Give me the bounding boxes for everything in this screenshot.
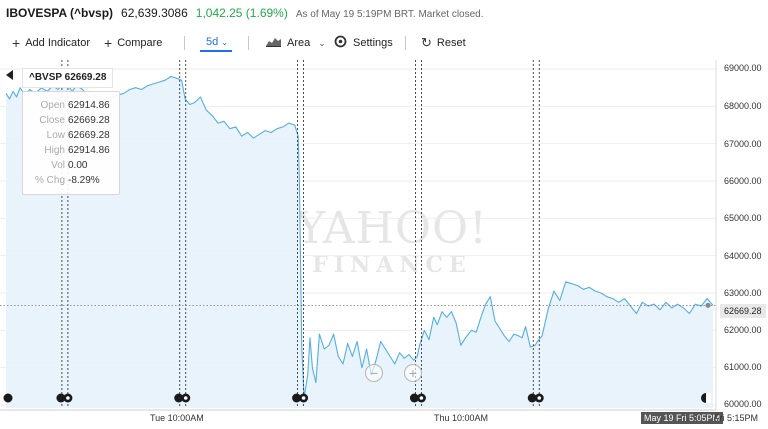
range-label: 5d — [206, 36, 219, 48]
tooltip-key: Vol — [51, 160, 65, 171]
tooltip-value: 62914.86 — [68, 100, 110, 111]
y-tick-label: 66000.00 — [724, 176, 762, 186]
tooltip-value: 62669.28 — [68, 115, 110, 126]
y-tick-label: 63000.00 — [724, 288, 762, 298]
event-marker-half — [706, 393, 711, 403]
x-tick-label: Thu 10:00AM — [434, 413, 489, 423]
current-price-label: 62669.28 — [720, 304, 766, 318]
compare-button[interactable]: + Compare — [104, 34, 162, 52]
zoom-in-button[interactable]: + — [404, 364, 422, 382]
plus-icon: + — [104, 35, 113, 51]
current-price-dot — [705, 302, 711, 308]
plus-icon: + — [12, 35, 21, 51]
toolbar-divider — [184, 36, 185, 50]
symbol-flag: ^BVSP 62669.28 — [22, 68, 114, 88]
compare-label: Compare — [117, 37, 163, 49]
gear-icon — [334, 35, 347, 51]
tooltip-row-low: Low 62669.28 — [23, 128, 119, 143]
tooltip-key: High — [44, 145, 65, 156]
reset-button[interactable]: ↻ Reset — [421, 34, 466, 52]
event-marker — [174, 393, 184, 403]
y-tick-label: 67000.00 — [724, 139, 762, 149]
y-tick-label: 69000.00 — [724, 63, 762, 73]
quote-header: IBOVESPA (^bvsp) 62,639.3086 1,042.25 (1… — [6, 6, 484, 22]
event-marker-center — [537, 396, 542, 400]
x-tick-label-active: May 19 Fri 5:05PM — [641, 412, 724, 424]
event-marker-center — [419, 396, 424, 400]
reset-icon: ↻ — [421, 35, 432, 50]
minus-icon: − — [369, 365, 379, 381]
area-chart-icon — [266, 36, 281, 50]
event-marker-center — [301, 396, 306, 400]
y-tick-label: 62000.00 — [724, 325, 762, 335]
add-indicator-label: Add Indicator — [25, 37, 91, 49]
settings-label: Settings — [353, 37, 393, 49]
y-tick-label: 65000.00 — [724, 213, 762, 223]
y-tick-label: 68000.00 — [724, 101, 762, 111]
tooltip-key: % Chg — [34, 175, 65, 186]
y-tick-label: 60000.00 — [724, 399, 762, 409]
tooltip-row-open: Open 62914.86 — [23, 98, 119, 113]
y-tick-label: 61000.00 — [724, 362, 762, 372]
y-tick-label: 64000.00 — [724, 251, 762, 261]
quote-as-of: As of May 19 5:19PM BRT. Market closed. — [295, 9, 484, 20]
tooltip-value: 62669.28 — [68, 130, 110, 141]
quote-price: 62,639.3086 — [121, 6, 188, 20]
event-marker — [3, 393, 13, 403]
add-indicator-button[interactable]: + Add Indicator — [12, 34, 90, 52]
quote-name: IBOVESPA (^bvsp) — [6, 6, 114, 20]
x-tick-label: Fri 5:15PM — [714, 413, 759, 423]
settings-button[interactable]: Settings — [334, 34, 393, 52]
tooltip-value: -8.29% — [68, 175, 100, 186]
tooltip-row-pct-change: % Chg -8.29% — [23, 173, 119, 188]
plus-icon: + — [408, 365, 418, 381]
tooltip-key: Close — [39, 115, 65, 126]
event-marker — [527, 393, 537, 403]
chart-type-selector[interactable]: Area ⌄ — [266, 34, 326, 52]
tooltip-row-high: High 62914.86 — [23, 143, 119, 158]
tooltip-row-close: Close 62669.28 — [23, 113, 119, 128]
tooltip-value: 62914.86 — [68, 145, 110, 156]
tooltip-value: 0.00 — [68, 160, 88, 171]
zoom-out-button[interactable]: − — [365, 364, 383, 382]
chart-type-label: Area — [287, 37, 311, 49]
series-line — [5, 75, 714, 399]
tooltip-key: Open — [40, 100, 65, 111]
event-marker — [56, 393, 66, 403]
event-marker-center — [183, 396, 188, 400]
series-area-fill — [6, 76, 713, 408]
event-marker — [409, 393, 419, 403]
x-tick-label: Tue 10:00AM — [150, 413, 204, 423]
reset-label: Reset — [436, 37, 466, 49]
chevron-down-icon: ⌄ — [221, 37, 228, 47]
chevron-down-icon: ⌄ — [318, 37, 326, 48]
range-selector[interactable]: 5d ⌄ — [200, 34, 232, 52]
tooltip-key: Low — [46, 130, 65, 141]
toolbar-divider — [405, 36, 406, 50]
event-marker — [292, 393, 302, 403]
ohlc-tooltip: Open 62914.86 Close 62669.28 Low 62669.2… — [22, 91, 120, 195]
tooltip-row-vol: Vol 0.00 — [23, 158, 119, 173]
event-marker-center — [66, 396, 70, 400]
chart-toolbar: + Add Indicator + Compare 5d ⌄ Area ⌄ Se… — [0, 30, 768, 56]
toolbar-divider — [248, 36, 249, 50]
quote-change: 1,042.25 (1.69%) — [195, 6, 288, 20]
flag-arrow-icon[interactable] — [6, 70, 13, 80]
